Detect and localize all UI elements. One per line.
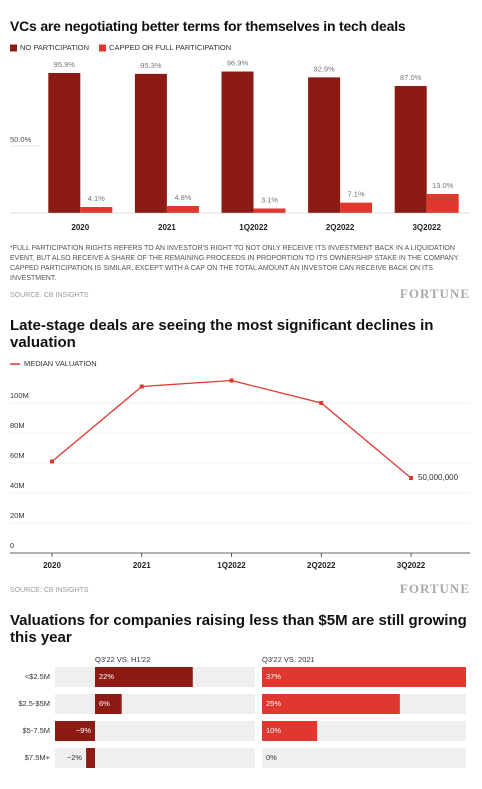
value-label: 4.8%	[174, 193, 191, 202]
value-label: −2%	[67, 753, 83, 762]
value-label: 3.1%	[261, 195, 278, 204]
bar	[340, 202, 373, 213]
chart-title: Valuations for companies raising less th…	[10, 612, 467, 646]
y-tick-label: 40M	[10, 481, 25, 490]
row-background	[55, 748, 255, 768]
panel-header: Q3'22 VS. 2021	[262, 655, 315, 664]
value-label: 22%	[99, 672, 114, 681]
value-label: −9%	[76, 726, 92, 735]
value-label: 6%	[99, 699, 110, 708]
y-tick-label: <$2.5M	[25, 672, 50, 681]
x-tick-label: 2021	[133, 561, 151, 570]
bar	[262, 721, 318, 741]
x-tick-label: 2021	[158, 223, 176, 232]
y-tick-label: 100M	[10, 391, 29, 400]
legend-label: CAPPED OR FULL PARTICIPATION	[109, 43, 231, 52]
value-label: 13.0%	[432, 181, 454, 190]
bar	[308, 77, 341, 213]
x-tick-label: 2Q2022	[326, 223, 355, 232]
value-label: 95.3%	[140, 61, 162, 70]
x-tick-label: 1Q2022	[239, 223, 268, 232]
y-tick-label: $5-7.5M	[22, 726, 50, 735]
row-background	[55, 694, 255, 714]
source: SOURCE: CB INSIGHTS	[10, 587, 89, 594]
line	[51, 379, 412, 479]
bar	[48, 72, 81, 214]
value-label: 95.9%	[54, 60, 76, 69]
panel-header: Q3'22 VS. H1'22	[95, 655, 150, 664]
bar	[394, 85, 427, 213]
y-tick-label: $7.5M+	[25, 753, 51, 762]
point	[229, 378, 234, 383]
bar	[426, 194, 459, 213]
footnote: *FULL PARTICIPATION RIGHTS REFERS TO AN …	[10, 245, 460, 282]
bar	[166, 205, 199, 213]
value-label: 92.9%	[313, 64, 335, 73]
x-tick-label: 2020	[71, 223, 89, 232]
point	[139, 384, 144, 389]
y-tick-label: 60M	[10, 451, 25, 460]
chart-title: VCs are negotiating better terms for the…	[10, 18, 406, 34]
value-label: 50,000,000	[418, 473, 459, 482]
chart-title: Late-stage deals are seeing the most sig…	[10, 317, 434, 351]
bar	[95, 667, 193, 687]
y-tick-label: $2.5-$5M	[18, 699, 50, 708]
point	[409, 476, 413, 480]
bar	[86, 748, 95, 768]
source: SOURCE: CB INSIGHTS	[10, 292, 89, 299]
logo: FORTUNE	[400, 581, 470, 596]
x-tick-label: 2020	[43, 561, 61, 570]
bar	[80, 207, 113, 213]
y-tick-label: 0	[10, 541, 14, 550]
y-tick-label: 50.0%	[10, 135, 32, 144]
value-label: 4.1%	[88, 194, 105, 203]
point	[319, 401, 324, 405]
value-label: 7.1%	[348, 190, 365, 199]
value-label: 25%	[266, 699, 281, 708]
bar	[262, 667, 466, 687]
row-background	[55, 721, 255, 741]
logo: FORTUNE	[400, 286, 470, 301]
bar	[134, 73, 167, 213]
row-background	[262, 748, 466, 768]
x-tick-label: 3Q2022	[397, 561, 426, 570]
y-tick-label: 20M	[10, 511, 25, 520]
bar	[221, 71, 254, 213]
value-label: 0%	[266, 753, 277, 762]
bar	[253, 208, 286, 213]
point	[50, 459, 54, 464]
value-label: 87.0%	[400, 73, 422, 82]
x-tick-label: 3Q2022	[412, 223, 441, 232]
legend-label: NO PARTICIPATION	[20, 43, 89, 52]
value-label: 96.9%	[227, 59, 249, 68]
y-tick-label: 80M	[10, 421, 25, 430]
value-label: 10%	[266, 726, 281, 735]
x-tick-label: 1Q2022	[217, 561, 246, 570]
bar	[262, 694, 400, 714]
x-tick-label: 2Q2022	[307, 561, 336, 570]
legend-swatch	[99, 44, 107, 52]
legend-swatch	[10, 44, 17, 52]
legend-label: MEDIAN VALUATION	[24, 359, 97, 368]
bar	[55, 721, 95, 741]
value-label: 37%	[266, 672, 281, 681]
bar	[95, 694, 122, 714]
